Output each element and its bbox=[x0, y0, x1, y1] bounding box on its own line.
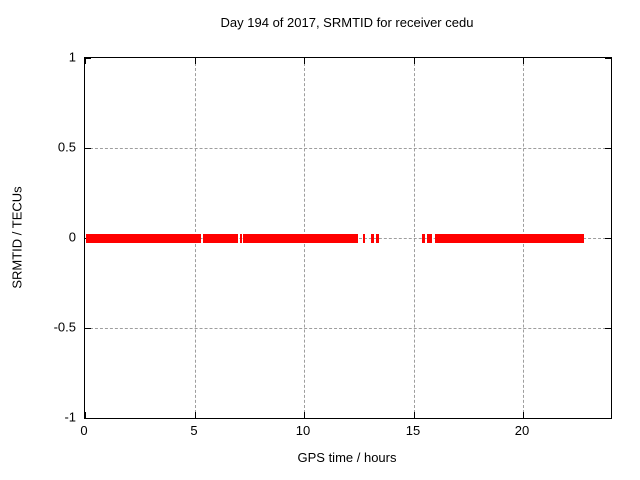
x-tick-mark bbox=[85, 412, 86, 418]
x-tick-mark bbox=[304, 58, 305, 64]
x-tick-mark bbox=[195, 412, 196, 418]
data-segment bbox=[371, 234, 374, 243]
x-tick-label: 20 bbox=[514, 423, 530, 438]
data-segment bbox=[363, 234, 365, 243]
x-tick-label: 15 bbox=[405, 423, 421, 438]
data-segment bbox=[422, 234, 425, 243]
data-segment bbox=[243, 234, 358, 243]
data-segment bbox=[86, 234, 201, 243]
y-tick-mark bbox=[605, 58, 611, 59]
data-segment bbox=[435, 234, 584, 243]
plot-area bbox=[84, 57, 612, 419]
x-tick-mark bbox=[523, 58, 524, 64]
x-tick-label: 10 bbox=[295, 423, 311, 438]
x-tick-label: 0 bbox=[80, 423, 88, 438]
x-tick-mark bbox=[523, 412, 524, 418]
y-tick-mark bbox=[605, 418, 611, 419]
y-tick-mark bbox=[605, 328, 611, 329]
y-tick-label: -1 bbox=[64, 409, 76, 425]
y-tick-mark bbox=[85, 418, 91, 419]
data-segment bbox=[376, 234, 379, 243]
x-tick-label: 5 bbox=[190, 423, 198, 438]
x-tick-mark bbox=[414, 58, 415, 64]
x-tick-mark bbox=[414, 412, 415, 418]
data-segment bbox=[240, 234, 242, 243]
data-segment bbox=[203, 234, 238, 243]
y-tick-label: -0.5 bbox=[53, 319, 76, 335]
y-gridline bbox=[85, 328, 611, 329]
x-tick-mark bbox=[304, 412, 305, 418]
y-tick-mark bbox=[85, 148, 91, 149]
data-segment bbox=[427, 234, 432, 243]
y-gridline bbox=[85, 148, 611, 149]
y-tick-label: 0.5 bbox=[57, 139, 76, 155]
y-tick-mark bbox=[85, 328, 91, 329]
y-tick-label: 0 bbox=[68, 229, 76, 245]
x-axis-label: GPS time / hours bbox=[297, 450, 397, 465]
y-tick-mark bbox=[605, 238, 611, 239]
chart-title: Day 194 of 2017, SRMTID for receiver ced… bbox=[220, 15, 474, 30]
y-tick-mark bbox=[85, 58, 91, 59]
y-tick-mark bbox=[605, 148, 611, 149]
x-tick-mark bbox=[195, 58, 196, 64]
y-tick-label: 1 bbox=[68, 49, 76, 65]
x-tick-mark bbox=[85, 58, 86, 64]
